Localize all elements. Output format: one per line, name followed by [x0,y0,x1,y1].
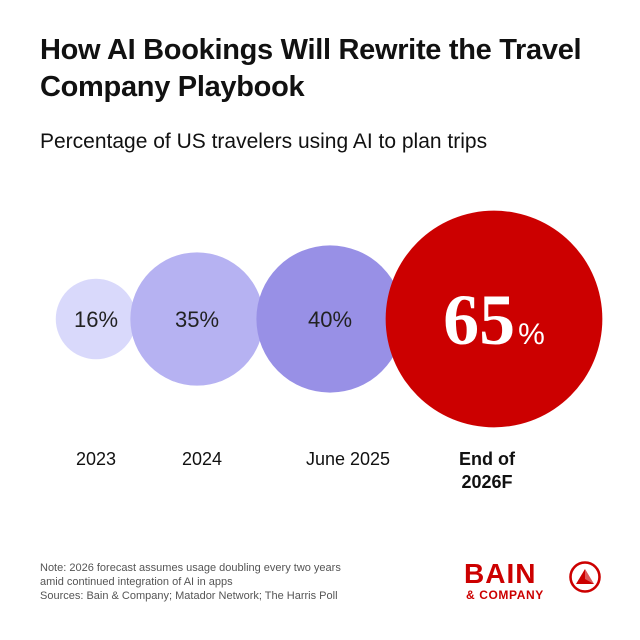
category-label-2: 2024 [182,449,222,469]
category-label-4: End of 2026F [459,449,516,492]
logo-subtitle: & COMPANY [466,588,544,602]
footnote-note-line-1: Note: 2026 forecast assumes usage doubli… [40,562,341,574]
footnote-note-line-2: amid continued integration of AI in apps [40,576,233,588]
category-label-1: 2023 [76,449,116,469]
category-label-3: June 2025 [306,449,390,469]
bubble-4 [385,210,603,428]
value-label-4: 65% [443,280,545,360]
value-label-1: 16% [74,307,118,332]
bubble-3 [256,245,404,393]
bain-logo: BAIN & COMPANY [464,560,604,602]
logo-wordmark: BAIN [464,558,537,589]
bubble-2 [130,252,264,386]
value-label-2: 35% [175,307,219,332]
chart-subtitle: Percentage of US travelers using AI to p… [40,130,488,153]
footnote-sources: Sources: Bain & Company; Matador Network… [40,590,338,602]
bubble-1 [55,278,137,360]
chart-title: How AI Bookings Will Rewrite the Travel … [40,34,582,103]
value-label-3: 40% [308,307,352,332]
bain-seal-icon [569,561,601,593]
footnote: Note: 2026 forecast assumes usage doubli… [40,561,440,603]
